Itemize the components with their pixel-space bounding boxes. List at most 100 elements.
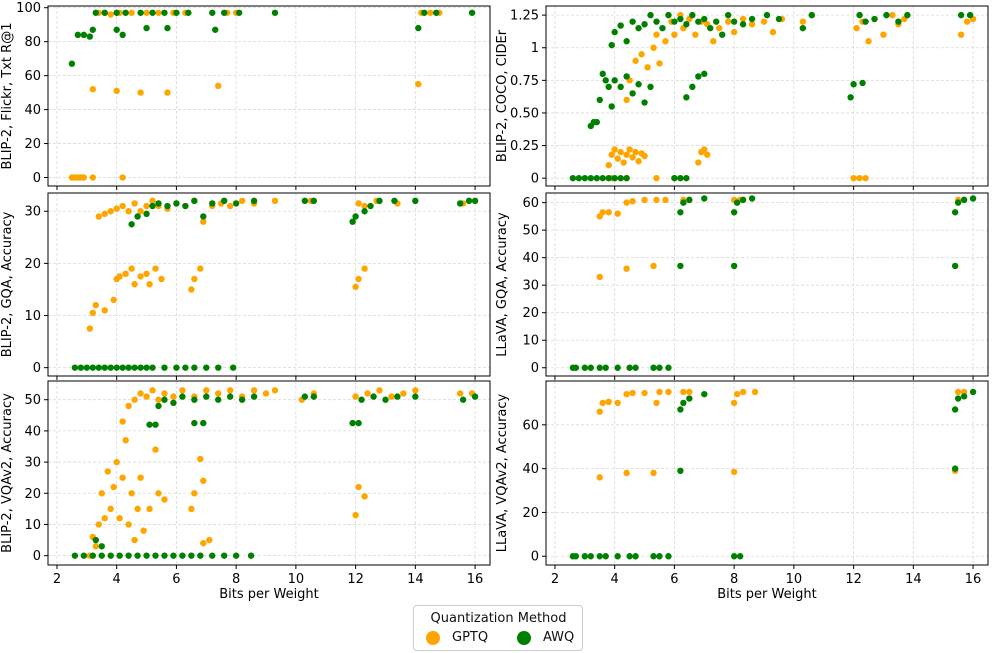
point-gptq (605, 161, 612, 169)
point-gptq (128, 9, 135, 16)
point-awq (960, 196, 968, 204)
point-awq (113, 9, 120, 16)
legend-marker-awq (517, 630, 531, 645)
point-awq (859, 79, 866, 87)
point-gptq (662, 196, 669, 204)
point-awq (599, 70, 606, 78)
point-gptq (617, 148, 624, 156)
point-awq (391, 197, 398, 205)
y-tick-label: 30 (24, 205, 41, 220)
point-awq (203, 393, 210, 400)
point-gptq (137, 390, 144, 397)
point-awq (733, 199, 741, 206)
point-gptq (226, 387, 234, 394)
point-awq (605, 83, 612, 91)
point-awq (587, 553, 594, 560)
point-gptq (692, 31, 699, 38)
point-awq (614, 364, 621, 371)
point-gptq (620, 159, 627, 166)
point-gptq (605, 398, 612, 406)
x-tick-label: 16 (467, 572, 484, 587)
point-awq (611, 174, 618, 182)
point-awq (137, 364, 144, 371)
point-gptq (596, 408, 603, 415)
point-awq (170, 399, 177, 407)
point-awq (680, 199, 687, 206)
point-awq (677, 209, 684, 216)
point-awq (149, 364, 156, 371)
y-tick-label: 60 (522, 418, 539, 433)
point-gptq (92, 543, 99, 550)
legend-label-awq: AWQ (543, 630, 575, 645)
point-awq (173, 364, 180, 371)
point-awq (736, 553, 744, 560)
point-awq (89, 26, 96, 33)
point-awq (152, 421, 159, 428)
y-axis-label: LLaVA, GQA, Accuracy (495, 212, 510, 357)
point-awq (635, 24, 642, 32)
point-awq (149, 202, 156, 210)
point-awq (412, 197, 419, 205)
point-awq (611, 77, 618, 84)
point-gptq (352, 511, 359, 519)
point-awq (596, 553, 603, 560)
point-awq (128, 221, 135, 228)
point-awq (209, 200, 216, 207)
point-gptq (152, 446, 159, 453)
point-awq (134, 213, 141, 220)
point-gptq (149, 387, 156, 394)
point-gptq (599, 209, 606, 216)
point-gptq (730, 468, 738, 476)
point-awq (671, 18, 678, 25)
point-gptq (95, 213, 102, 220)
point-gptq (662, 38, 669, 45)
point-gptq (856, 174, 863, 182)
point-gptq (361, 202, 368, 210)
point-gptq (865, 38, 872, 45)
point-gptq (623, 265, 630, 272)
point-gptq (125, 208, 132, 215)
x-tick-label: 14 (407, 572, 424, 587)
point-awq (215, 396, 222, 403)
axes-frame (545, 192, 989, 377)
point-awq (247, 552, 255, 559)
point-gptq (101, 515, 108, 522)
point-gptq (361, 265, 368, 272)
point-awq (146, 421, 153, 428)
point-gptq (704, 151, 711, 158)
point-awq (382, 396, 389, 403)
point-gptq (92, 301, 99, 309)
point-gptq (644, 64, 651, 71)
point-gptq (164, 89, 171, 96)
point-awq (677, 174, 684, 182)
point-gptq (116, 273, 123, 280)
point-gptq (143, 270, 150, 278)
point-gptq (653, 174, 660, 182)
point-gptq (131, 200, 138, 207)
point-awq (665, 553, 672, 560)
y-tick-label: 0 (531, 361, 539, 376)
point-gptq (724, 18, 732, 25)
point-awq (739, 21, 747, 28)
x-tick-label: 12 (845, 572, 862, 587)
point-awq (80, 552, 88, 559)
point-gptq (638, 51, 645, 58)
point-gptq (596, 273, 603, 281)
point-awq (647, 11, 654, 19)
point-gptq (215, 390, 222, 397)
point-awq (200, 213, 207, 220)
point-awq (310, 197, 317, 205)
point-awq (719, 31, 726, 38)
point-awq (370, 393, 377, 400)
point-gptq (739, 15, 747, 23)
y-tick-label: 30 (24, 456, 41, 471)
point-gptq (89, 86, 96, 93)
point-gptq (101, 210, 108, 218)
point-awq (850, 81, 857, 88)
point-gptq (98, 490, 105, 497)
point-awq (969, 388, 977, 396)
point-awq (650, 364, 657, 371)
point-gptq (629, 198, 636, 205)
point-awq (203, 364, 210, 371)
point-awq (680, 399, 687, 407)
